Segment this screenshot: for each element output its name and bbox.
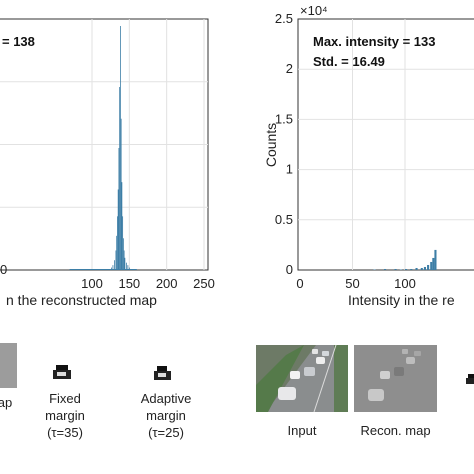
right-std-annotation: Std. = 16.49 (313, 54, 385, 69)
right-y-tick-1: 1 (286, 162, 293, 177)
adaptive-margin-mask-thumbnail (152, 364, 176, 384)
input-traffic-image-thumbnail (256, 345, 348, 412)
left-bar (119, 87, 121, 270)
recon-map-thumbnail-right (354, 345, 437, 412)
right-y-axis-label: Counts (263, 123, 279, 167)
left-x-tick-100: 100 (81, 276, 103, 291)
right-y-tick-2: 2 (286, 61, 293, 76)
right-bar (415, 267, 418, 270)
right-x-tick-0: 0 (296, 276, 303, 291)
recon-map-caption-left: ap (0, 395, 13, 410)
right-x-axis-label: Intensity in the re (348, 292, 455, 308)
right-bar (434, 249, 437, 270)
right-max-intensity-annotation: Max. intensity = 133 (313, 34, 435, 49)
recon-map-thumbnail-left (0, 343, 17, 388)
left-bar (117, 216, 118, 270)
right-bar (399, 269, 402, 270)
right-bar (420, 267, 423, 270)
right-y-tick-2.5: 2.5 (275, 11, 293, 26)
left-y-tick-0: 0 (0, 262, 7, 277)
right-x-tick-50: 50 (345, 276, 359, 291)
left-x-axis-label: n the reconstructed map (6, 292, 157, 308)
right-x-tick-100: 100 (394, 276, 416, 291)
adaptive-margin-caption: Adaptive margin (τ=25) (140, 391, 192, 440)
left-bar (118, 148, 120, 270)
left-x-tick-150: 150 (118, 276, 140, 291)
left-peak-annotation: = 138 (2, 34, 35, 49)
right-bar (430, 261, 433, 270)
left-bar (111, 267, 112, 270)
left-bar (115, 250, 117, 270)
left-bar (112, 265, 114, 270)
left-bar (122, 216, 124, 270)
left-x-tick-200: 200 (156, 276, 178, 291)
left-x-tick-250: 250 (193, 276, 215, 291)
mask-thumbnail-right-partial (464, 372, 474, 386)
right-bar (384, 268, 387, 270)
right-bar (423, 266, 426, 270)
left-bar (125, 262, 127, 270)
right-bar (410, 268, 413, 270)
left-bar (128, 267, 130, 270)
left-bar (116, 235, 118, 270)
right-y-tick-0.5: 0.5 (275, 212, 293, 227)
input-caption: Input (287, 423, 317, 438)
right-bar (427, 264, 430, 270)
left-bar (120, 118, 122, 270)
right-y-tick-1.5: 1.5 (275, 111, 293, 126)
left-bar (127, 265, 129, 270)
right-bar (405, 268, 408, 270)
right-bar (432, 257, 435, 270)
fixed-margin-mask-thumbnail (52, 362, 76, 384)
right-bar (394, 268, 397, 270)
left-bar (121, 182, 123, 270)
right-y-tick-0: 0 (286, 262, 293, 277)
fixed-margin-caption: Fixed margin (τ=35) (45, 391, 85, 440)
left-bar (123, 250, 125, 270)
left-bar (117, 189, 119, 270)
left-bar (120, 26, 121, 270)
left-bar (124, 257, 126, 270)
right-bar (373, 269, 376, 270)
right-y-exponent: ×10⁴ (300, 3, 328, 18)
left-bar (114, 260, 115, 270)
right-plot-area (297, 18, 474, 271)
left-bar (122, 238, 124, 270)
recon-map-caption-right: Recon. map (360, 423, 431, 438)
